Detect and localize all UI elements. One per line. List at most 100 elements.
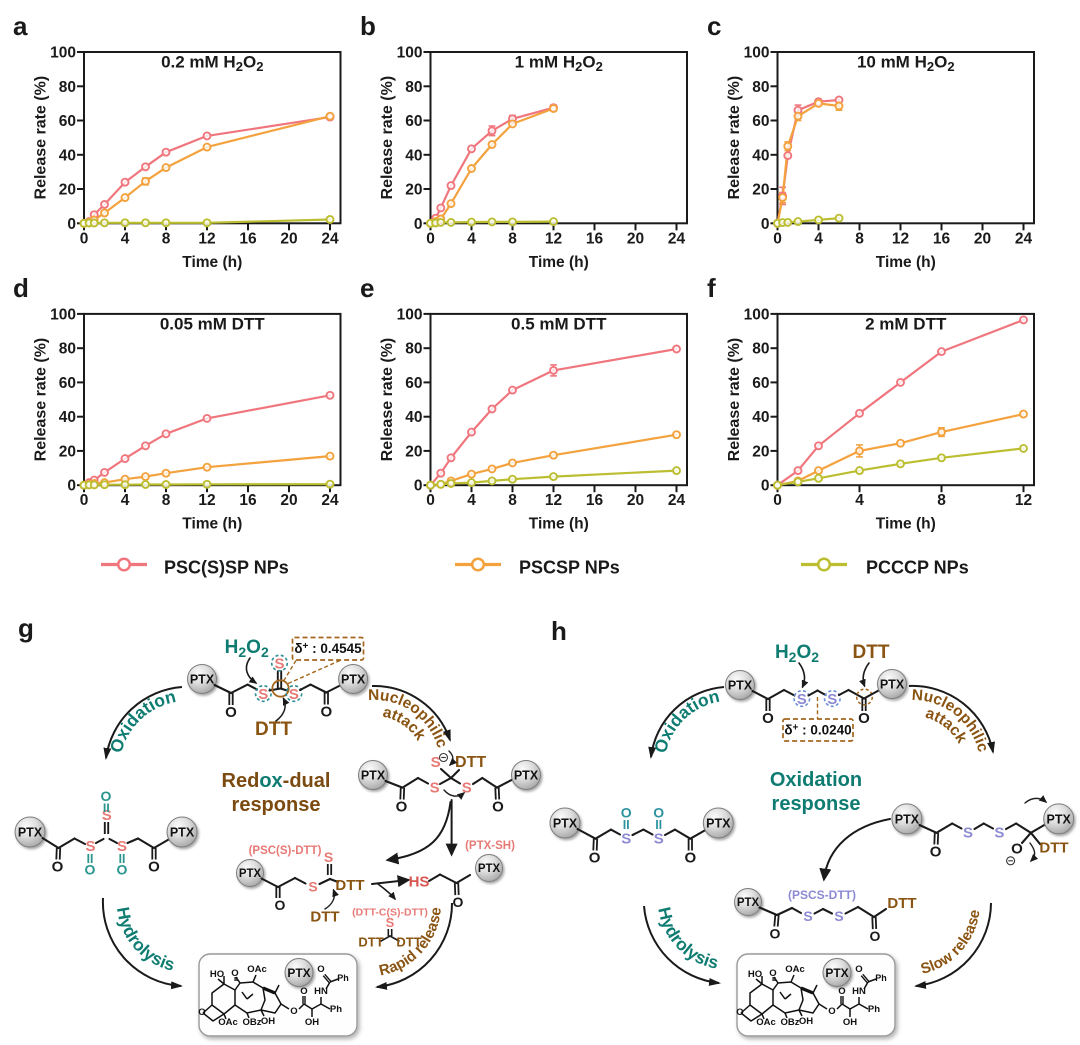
svg-text:O: O xyxy=(1011,841,1023,858)
svg-text:(DTT-C(S)-DTT): (DTT-C(S)-DTT) xyxy=(352,907,428,919)
svg-text:O: O xyxy=(828,1006,835,1017)
svg-text:Time (h): Time (h) xyxy=(529,516,589,533)
svg-text:DTT: DTT xyxy=(1039,840,1068,857)
svg-text:60: 60 xyxy=(59,375,76,392)
svg-text:Release rate (%): Release rate (%) xyxy=(726,338,743,462)
svg-text:8: 8 xyxy=(162,230,171,247)
svg-text:12: 12 xyxy=(198,230,215,247)
svg-text:h: h xyxy=(551,616,567,646)
svg-text:DTT: DTT xyxy=(455,754,486,771)
svg-text:10 mM H2O2: 10 mM H2O2 xyxy=(857,53,955,75)
svg-text:Oxidation: Oxidation xyxy=(770,769,862,791)
svg-text:S: S xyxy=(85,838,95,855)
svg-text:8: 8 xyxy=(162,492,171,509)
svg-text:O: O xyxy=(320,704,332,721)
svg-text:20: 20 xyxy=(405,443,422,460)
svg-text:DTT: DTT xyxy=(853,642,890,663)
svg-text:OH: OH xyxy=(843,1017,857,1028)
svg-text:PTX: PTX xyxy=(18,826,43,840)
svg-text:O: O xyxy=(930,844,942,861)
svg-text:S: S xyxy=(621,831,631,848)
svg-text:40: 40 xyxy=(59,409,76,426)
svg-text:20: 20 xyxy=(752,182,769,199)
svg-text:O: O xyxy=(290,1006,297,1017)
svg-text:PTX: PTX xyxy=(1047,812,1072,826)
svg-text:PTX: PTX xyxy=(880,678,905,692)
svg-text:12: 12 xyxy=(545,230,562,247)
svg-text:12: 12 xyxy=(892,230,909,247)
svg-text:PTX: PTX xyxy=(553,817,578,831)
svg-text:1 mM H2O2: 1 mM H2O2 xyxy=(515,53,603,75)
svg-text:HS: HS xyxy=(409,874,430,891)
svg-text:Ph: Ph xyxy=(337,973,349,983)
svg-text:S: S xyxy=(654,831,664,848)
svg-text:HO: HO xyxy=(210,969,224,980)
svg-text:a: a xyxy=(13,11,28,41)
svg-text:S: S xyxy=(117,838,127,855)
svg-text:PTX: PTX xyxy=(341,673,366,687)
svg-text:O: O xyxy=(396,799,408,816)
svg-text:Ph: Ph xyxy=(330,1004,342,1015)
svg-text:O: O xyxy=(858,710,870,727)
svg-text:0.5 mM DTT: 0.5 mM DTT xyxy=(511,314,607,333)
svg-text:PTX: PTX xyxy=(706,817,731,831)
svg-text:100: 100 xyxy=(397,306,423,323)
svg-text:Release rate (%): Release rate (%) xyxy=(33,76,50,200)
svg-text:0.05 mM DTT: 0.05 mM DTT xyxy=(160,314,265,333)
svg-text:0: 0 xyxy=(67,478,76,495)
svg-text:S: S xyxy=(803,908,812,924)
svg-text:Time (h): Time (h) xyxy=(876,516,936,533)
svg-text:0: 0 xyxy=(426,230,435,247)
svg-text:80: 80 xyxy=(59,341,76,358)
svg-text:60: 60 xyxy=(752,113,769,130)
svg-text:40: 40 xyxy=(752,147,769,164)
svg-text:PCCCP NPs: PCCCP NPs xyxy=(866,558,969,578)
svg-text:OH: OH xyxy=(305,1017,319,1028)
svg-text:12: 12 xyxy=(545,492,562,509)
svg-text:0: 0 xyxy=(426,492,435,509)
svg-text:8: 8 xyxy=(508,492,517,509)
svg-text:S: S xyxy=(462,780,472,797)
svg-text:O: O xyxy=(148,859,160,876)
svg-text:O: O xyxy=(492,799,504,816)
svg-text:δ+ : 0.0240: δ+ : 0.0240 xyxy=(784,723,851,738)
svg-text:S: S xyxy=(797,691,807,708)
svg-text:DTT: DTT xyxy=(335,877,364,894)
svg-text:0: 0 xyxy=(414,478,423,495)
svg-text:DTT: DTT xyxy=(255,719,292,740)
svg-text:OH: OH xyxy=(799,1016,813,1027)
svg-text:(PSCS-DTT): (PSCS-DTT) xyxy=(788,888,856,902)
svg-text:0: 0 xyxy=(773,230,782,247)
svg-text:S: S xyxy=(834,908,843,924)
svg-text:80: 80 xyxy=(752,341,769,358)
svg-text:OH: OH xyxy=(261,1016,275,1027)
svg-text:24: 24 xyxy=(668,230,686,247)
svg-text:(PTX-SH): (PTX-SH) xyxy=(465,840,515,852)
svg-text:HN: HN xyxy=(852,986,866,997)
svg-text:PTX: PTX xyxy=(737,897,760,909)
svg-text:PTX: PTX xyxy=(895,812,920,826)
svg-text:S: S xyxy=(308,879,317,895)
svg-text:60: 60 xyxy=(405,113,422,130)
svg-text:O: O xyxy=(621,805,632,821)
svg-text:PTX: PTX xyxy=(478,863,501,875)
svg-text:24: 24 xyxy=(321,492,339,509)
svg-text:24: 24 xyxy=(668,492,686,509)
svg-text:80: 80 xyxy=(59,79,76,96)
svg-text:S: S xyxy=(258,686,268,703)
svg-text:O: O xyxy=(231,968,238,979)
svg-text:S: S xyxy=(289,686,299,703)
svg-text:24: 24 xyxy=(321,230,339,247)
svg-text:OBz: OBz xyxy=(781,1017,800,1028)
svg-text:PTX: PTX xyxy=(287,966,310,980)
svg-text:20: 20 xyxy=(974,230,991,247)
svg-text:12: 12 xyxy=(1015,492,1032,509)
svg-text:O: O xyxy=(198,1007,205,1018)
svg-text:4: 4 xyxy=(855,492,864,509)
svg-text:20: 20 xyxy=(752,443,769,460)
svg-text:O: O xyxy=(117,862,128,878)
svg-text:O: O xyxy=(589,850,601,867)
svg-text:O: O xyxy=(855,964,862,975)
svg-text:S: S xyxy=(324,849,333,865)
svg-text:40: 40 xyxy=(405,147,422,164)
